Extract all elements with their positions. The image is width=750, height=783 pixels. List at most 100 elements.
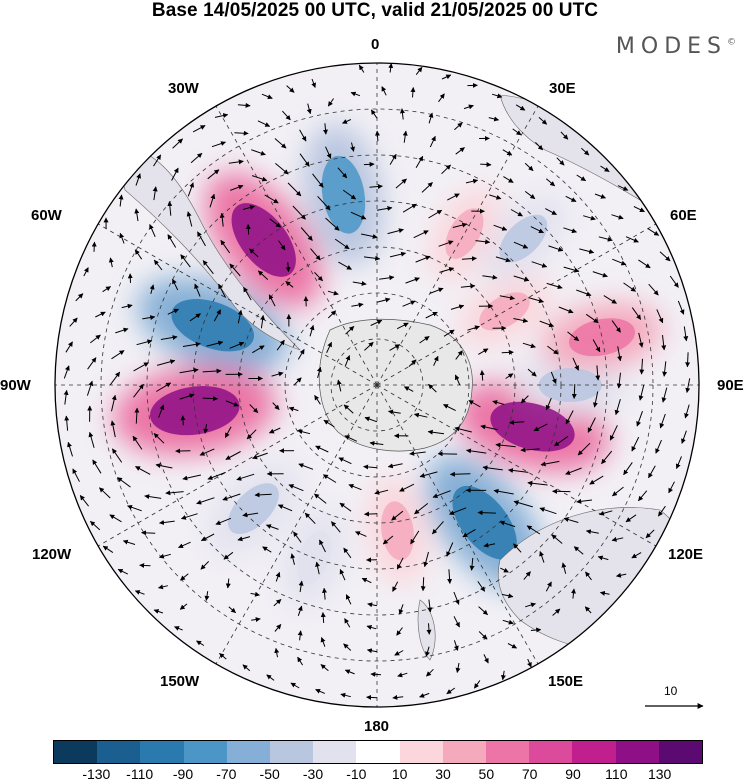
wind-vector [139,562,151,568]
wind-vector [350,91,361,97]
wind-vector [121,303,133,309]
lon-label-60w: 60W [31,207,62,224]
wind-vector [513,318,529,323]
wind-vector [172,138,183,149]
lon-label-150e: 150E [548,673,584,690]
wind-vector [271,371,284,377]
wind-vector [577,442,591,456]
wind-vector [298,580,304,593]
wind-vector [160,335,178,341]
wind-vector [158,553,171,559]
wind-vector [426,668,434,677]
wind-vector [251,617,261,623]
wind-vector [460,283,476,289]
wind-vector [585,529,599,535]
wind-vector [236,473,255,481]
wind-vector [598,236,613,242]
wind-vector [179,393,195,400]
wind-vector [594,193,606,199]
wind-vector [88,431,95,448]
wind-vector [512,128,522,136]
wind-vector [389,251,407,258]
wind-vector [312,173,324,188]
wind-vector [90,520,101,531]
wind-vector [523,571,531,580]
wind-vector [86,380,94,396]
wind-vector [262,546,272,553]
wind-vector [584,606,592,614]
lon-label-60e: 60E [670,207,697,224]
wind-vector [370,109,378,119]
wind-vector [153,154,162,167]
wind-vector [325,217,340,231]
wind-vector [297,656,304,666]
wind-vector [452,222,468,228]
wind-vector [153,609,164,614]
wind-vector [513,543,522,553]
anomaly-core [490,401,575,452]
wind-vector [603,295,617,304]
wind-vector [374,489,389,495]
wind-vector [576,498,593,504]
wind-vector [581,147,590,156]
wind-vector [260,314,266,329]
wind-vector [443,329,455,337]
wind-vector [410,87,416,98]
wind-vector [314,394,321,405]
wind-vector [636,411,643,427]
wind-vector [134,407,140,424]
wind-vector [478,606,488,616]
wind-vector [685,378,691,393]
colorbar-tick-label: 10 [391,766,408,782]
wind-vector [638,332,644,348]
wind-vector [576,174,587,182]
wind-vector [322,123,328,135]
wind-vectors [63,63,691,700]
wind-vector [609,425,618,441]
wind-vector [467,325,480,331]
wind-vector [410,530,420,545]
wind-vector [87,357,97,370]
wind-vector [228,159,244,165]
wind-vector [453,616,460,628]
wind-vector [320,637,326,647]
wind-vector [421,182,433,193]
wind-vector [264,194,279,204]
colorbar-swatch [486,741,530,763]
wind-vector [429,135,436,148]
wind-vector [520,447,540,453]
wind-vector [500,670,506,681]
wind-vector [535,141,543,151]
wind-vector [495,256,511,263]
wind-vector [358,64,365,73]
wind-vector [342,119,352,124]
wind-vector [363,255,381,261]
wind-vector [579,248,595,254]
wind-vector [661,387,668,403]
wind-vector [585,571,592,581]
wind-vector [254,492,272,498]
wind-vector [118,194,124,207]
wind-vector [513,275,530,282]
wind-vector [218,283,227,298]
wind-vector [352,281,367,286]
wind-vector [388,409,401,415]
wind-vector [522,342,536,349]
wind-vector [560,131,569,140]
wind-vector [433,355,439,366]
wind-vector [111,394,117,412]
wind-vector [350,142,355,152]
wind-vector [174,626,183,631]
wind-vector [75,293,84,302]
wind-vector [585,313,599,324]
wind-vector [344,669,355,675]
wind-vector [509,419,525,425]
wind-vector [243,286,252,301]
wind-vector [155,463,173,469]
wind-vector [427,429,445,435]
wind-vector [223,551,234,560]
wind-vector [363,464,378,470]
wind-vector [153,259,163,271]
wind-vector [684,404,690,419]
